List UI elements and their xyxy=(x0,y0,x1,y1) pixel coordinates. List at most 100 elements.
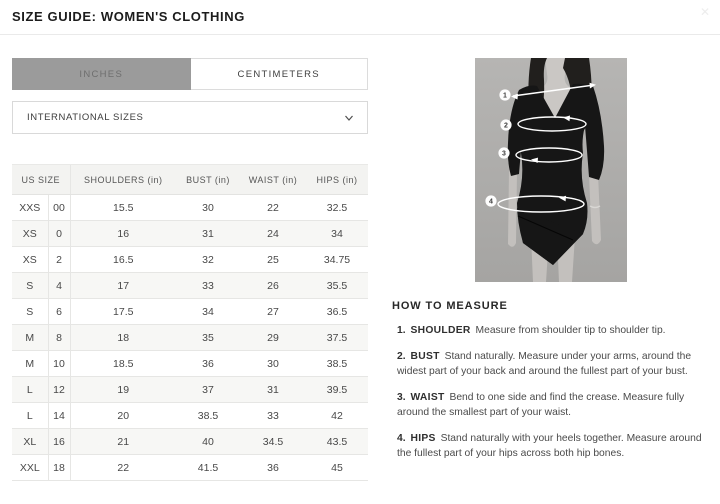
us-size-cell: 2 xyxy=(47,246,71,273)
measure-arrowheads xyxy=(511,82,596,202)
us-size-cell: 18 xyxy=(47,454,71,481)
close-icon[interactable]: ✕ xyxy=(699,5,710,19)
bust-cell: 35 xyxy=(176,324,241,351)
model-left-sleeve xyxy=(507,90,523,176)
waist-cell: 26 xyxy=(240,272,307,299)
table-row: S 6 17.5 34 27 36.5 xyxy=(12,298,369,325)
size-label-cell: XS xyxy=(12,220,48,247)
table-row: XL 16 21 40 34.5 43.5 xyxy=(12,428,369,455)
figure-marker-4: 4 xyxy=(485,195,497,207)
select-value: INTERNATIONAL SIZES xyxy=(27,112,144,123)
bust-cell: 37 xyxy=(176,376,241,403)
hips-cell: 43.5 xyxy=(306,428,369,455)
col-header-shoulders: SHOULDERS (in) xyxy=(69,164,177,195)
model-right-sleeve xyxy=(585,86,605,180)
hips-measure-ellipse xyxy=(497,195,585,213)
hips-cell: 45 xyxy=(306,454,369,481)
size-label-cell: M xyxy=(12,324,48,351)
measurement-figure: 1 2 3 4 xyxy=(475,58,627,282)
waist-cell: 36 xyxy=(240,454,307,481)
us-size-cell: 16 xyxy=(47,428,71,455)
hips-cell: 34.75 xyxy=(306,246,369,273)
tab-inches[interactable]: INCHES xyxy=(12,58,191,90)
hips-cell: 38.5 xyxy=(306,350,369,377)
bust-cell: 41.5 xyxy=(176,454,241,481)
waist-cell: 22 xyxy=(240,194,307,221)
model-right-arm xyxy=(589,174,601,245)
shoulders-cell: 22 xyxy=(69,454,177,481)
us-size-cell: 00 xyxy=(47,194,71,221)
header-divider xyxy=(0,34,720,35)
figure-marker-2: 2 xyxy=(500,119,512,131)
waist-cell: 24 xyxy=(240,220,307,247)
bust-cell: 38.5 xyxy=(176,402,241,429)
figure-markers: 1 2 3 4 xyxy=(485,89,512,207)
measure-item-number: 3. xyxy=(397,392,406,403)
shoulders-cell: 17.5 xyxy=(69,298,177,325)
figure-marker-3: 3 xyxy=(498,147,510,159)
measure-item-label: BUST xyxy=(410,351,440,362)
table-row: L 12 19 37 31 39.5 xyxy=(12,376,369,403)
table-row: M 8 18 35 29 37.5 xyxy=(12,324,369,351)
shoulders-cell: 16.5 xyxy=(69,246,177,273)
how-to-measure-title: HOW TO MEASURE xyxy=(392,300,508,312)
measure-item-text: Stand naturally with your heels together… xyxy=(397,433,702,459)
col-header-us-size: US SIZE xyxy=(12,164,71,195)
bust-cell: 36 xyxy=(176,350,241,377)
size-label-cell: M xyxy=(12,350,48,377)
bust-cell: 34 xyxy=(176,298,241,325)
measure-column: 1 2 3 4 xyxy=(392,58,710,481)
svg-text:2: 2 xyxy=(504,123,508,130)
international-sizes-select[interactable]: INTERNATIONAL SIZES xyxy=(12,101,368,134)
col-header-bust: BUST (in) xyxy=(176,164,241,195)
size-label-cell: L xyxy=(12,402,48,429)
tab-centimeters[interactable]: CENTIMETERS xyxy=(190,58,368,90)
hips-cell: 37.5 xyxy=(306,324,369,351)
svg-text:3: 3 xyxy=(502,151,506,158)
col-header-hips: HIPS (in) xyxy=(306,164,369,195)
size-label-cell: S xyxy=(12,298,48,325)
us-size-cell: 0 xyxy=(47,220,71,247)
figure-marker-1: 1 xyxy=(499,89,511,101)
waist-cell: 31 xyxy=(240,376,307,403)
measure-item-text: Stand naturally. Measure under your arms… xyxy=(397,351,692,377)
bust-cell: 33 xyxy=(176,272,241,299)
hips-cell: 42 xyxy=(306,402,369,429)
modal-header: SIZE GUIDE: WOMEN'S CLOTHING ✕ xyxy=(0,0,720,34)
shoulders-cell: 21 xyxy=(69,428,177,455)
waist-cell: 25 xyxy=(240,246,307,273)
shoulders-cell: 15.5 xyxy=(69,194,177,221)
size-label-cell: S xyxy=(12,272,48,299)
bust-measure-ellipse xyxy=(517,116,587,132)
hips-cell: 32.5 xyxy=(306,194,369,221)
shoulders-cell: 20 xyxy=(69,402,177,429)
unit-tabs: INCHES CENTIMETERS xyxy=(12,58,368,90)
measure-item-label: HIPS xyxy=(410,433,436,444)
measure-item: 2. BUST Stand naturally. Measure under y… xyxy=(392,349,710,379)
shoulders-cell: 18.5 xyxy=(69,350,177,377)
waist-cell: 27 xyxy=(240,298,307,325)
measure-item: 3. WAIST Bend to one side and find the c… xyxy=(392,390,710,420)
us-size-cell: 8 xyxy=(47,324,71,351)
measure-item: 1. SHOULDER Measure from shoulder tip to… xyxy=(392,323,710,338)
measure-item-label: SHOULDER xyxy=(410,325,471,336)
bust-cell: 32 xyxy=(176,246,241,273)
table-row: S 4 17 33 26 35.5 xyxy=(12,272,369,299)
content: INCHES CENTIMETERS INTERNATIONAL SIZES U… xyxy=(0,35,720,481)
table-row: XS 2 16.5 32 25 34.75 xyxy=(12,246,369,273)
size-table-head: US SIZE SHOULDERS (in) BUST (in) WAIST (… xyxy=(12,164,369,195)
measure-item-number: 2. xyxy=(397,351,406,362)
shoulders-cell: 19 xyxy=(69,376,177,403)
measure-item-label: WAIST xyxy=(410,392,445,403)
shoulders-cell: 16 xyxy=(69,220,177,247)
table-row: M 10 18.5 36 30 38.5 xyxy=(12,350,369,377)
waist-cell: 30 xyxy=(240,350,307,377)
model-left-arm xyxy=(508,170,517,247)
measure-overlay xyxy=(497,84,595,213)
us-size-cell: 12 xyxy=(47,376,71,403)
measure-item-text: Measure from shoulder tip to shoulder ti… xyxy=(475,325,666,336)
table-row: L 14 20 38.5 33 42 xyxy=(12,402,369,429)
us-size-cell: 6 xyxy=(47,298,71,325)
waist-cell: 34.5 xyxy=(240,428,307,455)
